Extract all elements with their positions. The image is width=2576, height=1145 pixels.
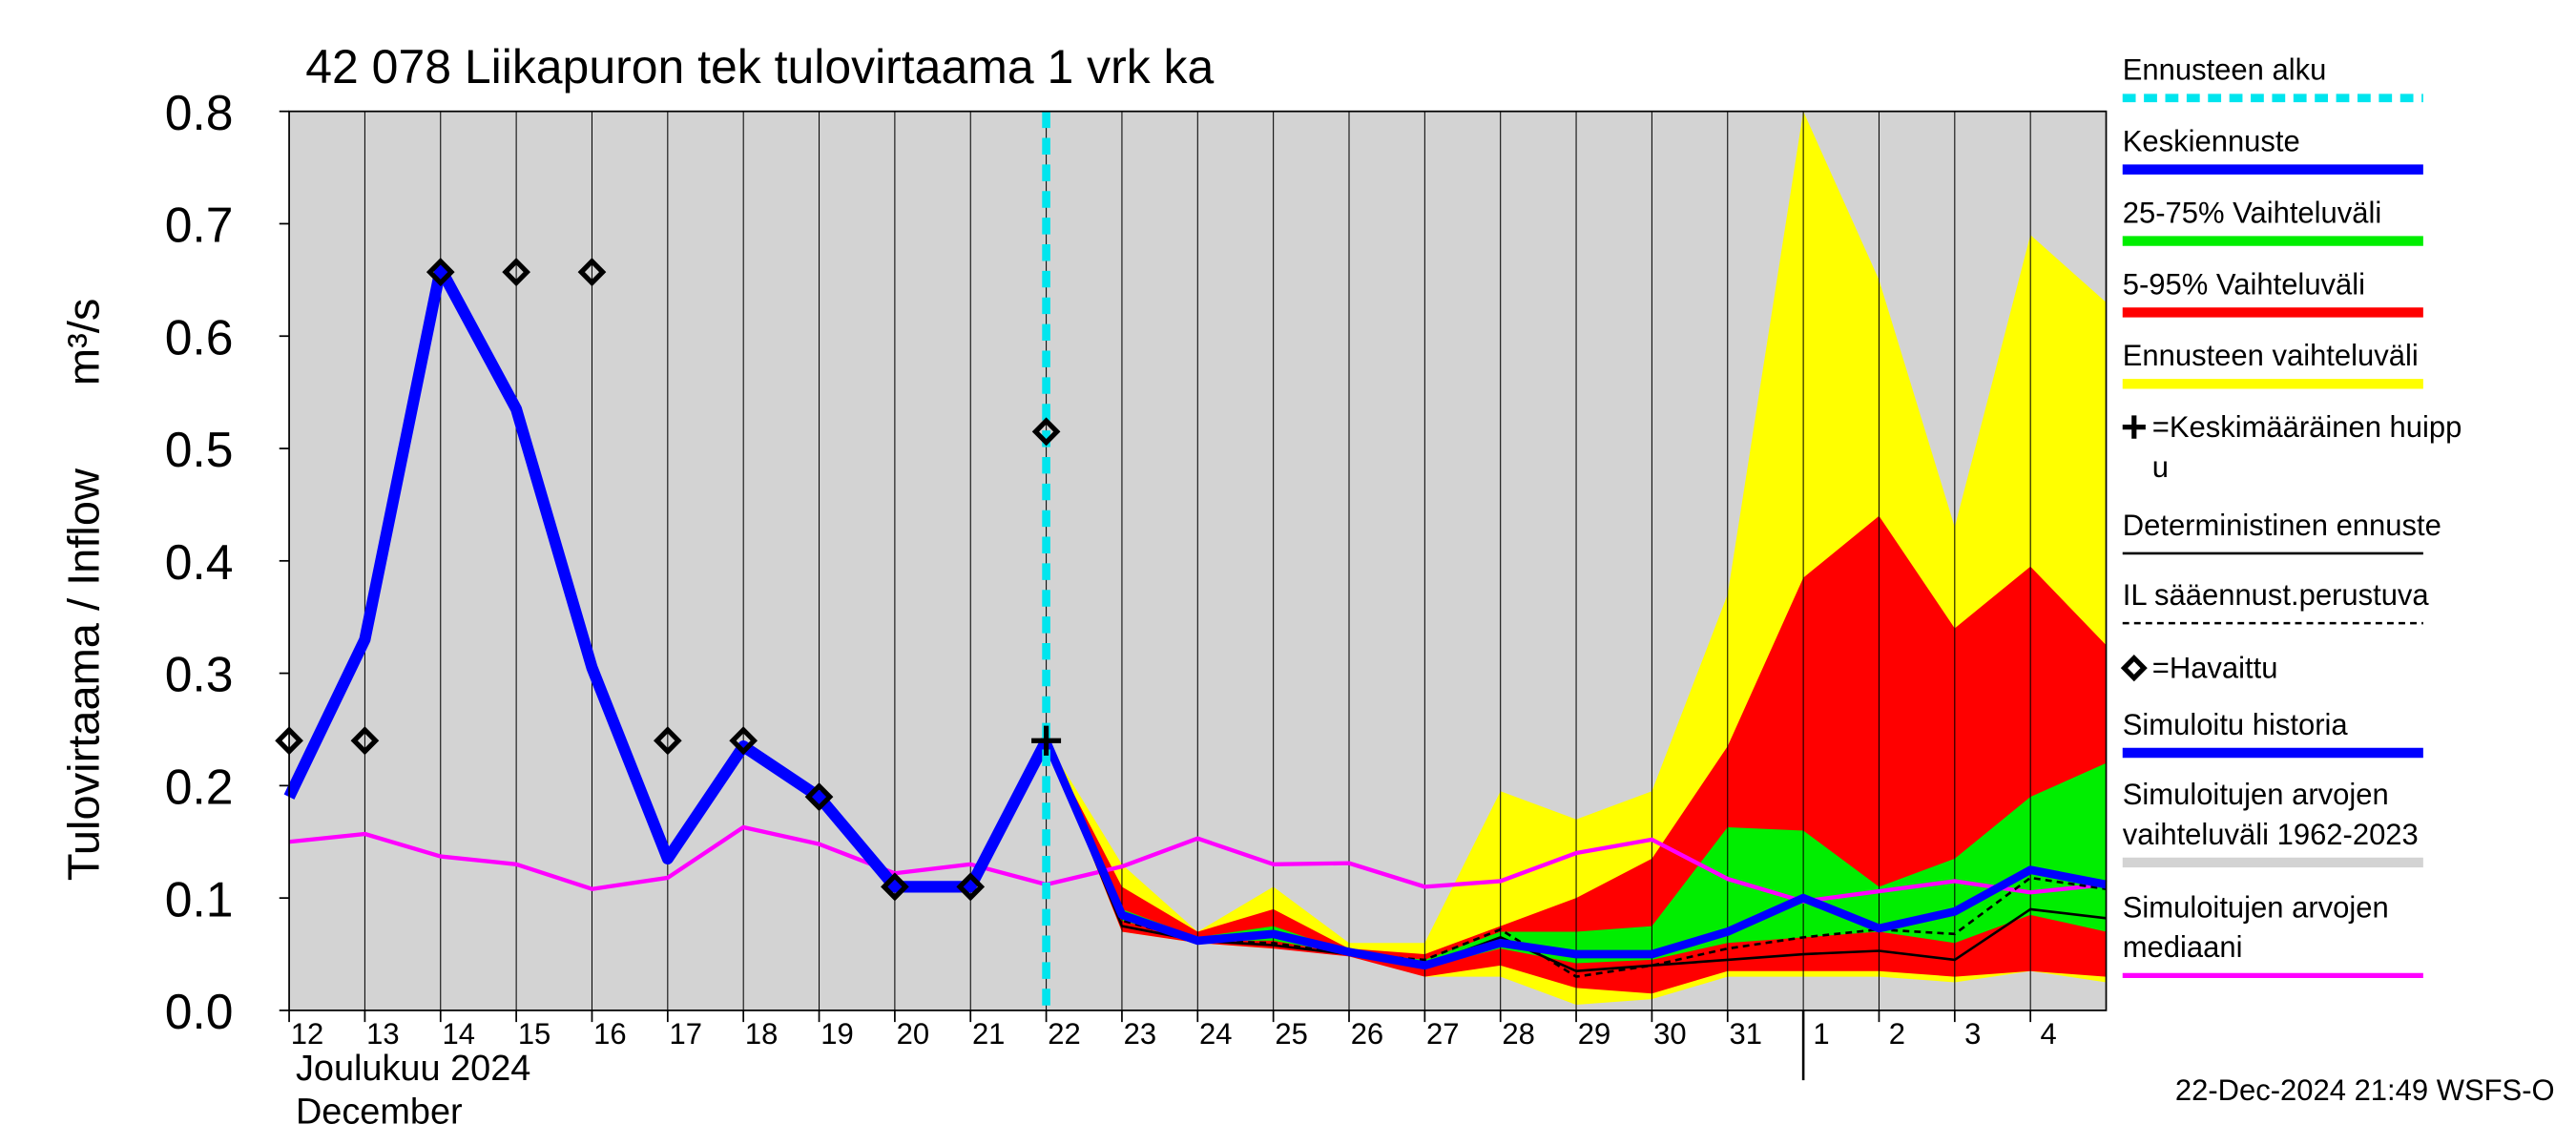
observed-point — [804, 782, 834, 812]
legend-label: vaihteluväli 1962-2023 — [2123, 818, 2419, 851]
legend-label: Keskiennuste — [2123, 124, 2300, 157]
y-tick-label: 0.2 — [165, 760, 234, 815]
x-tick-label: 29 — [1578, 1017, 1610, 1051]
y-tick-label: 0.8 — [165, 86, 234, 141]
x-tick-label: 18 — [745, 1017, 778, 1051]
observed-point — [350, 726, 380, 756]
observed-point — [729, 726, 758, 756]
y-axis-unit: m³/s — [59, 299, 109, 385]
series-line — [283, 262, 1051, 893]
x-tick-label: 14 — [442, 1017, 474, 1051]
x-tick-label: 20 — [897, 1017, 929, 1051]
x-tick-label: 17 — [670, 1017, 702, 1051]
observed-point — [426, 258, 455, 287]
observed-point — [653, 726, 682, 756]
legend-label: mediaani — [2123, 930, 2243, 964]
legend-swatch — [2122, 415, 2146, 439]
observed-point — [1031, 417, 1061, 447]
y-tick-label: 0.4 — [165, 535, 234, 591]
observed-point — [881, 872, 909, 902]
y-tick-label: 0.5 — [165, 423, 234, 478]
x-tick-label: 4 — [2040, 1017, 2056, 1051]
legend-label: Simuloitu historia — [2123, 708, 2349, 741]
legend-label: Ennusteen alku — [2123, 52, 2327, 86]
x-tick-label: 19 — [821, 1017, 853, 1051]
x-tick-label: 27 — [1426, 1017, 1459, 1051]
x-tick-label: 13 — [366, 1017, 399, 1051]
x-tick-label: 1 — [1813, 1017, 1829, 1051]
y-tick-label: 0.3 — [165, 647, 234, 702]
x-tick-label: 23 — [1124, 1017, 1156, 1051]
x-tick-label: 26 — [1351, 1017, 1383, 1051]
x-tick-label: 12 — [291, 1017, 323, 1051]
y-tick-label: 0.0 — [165, 985, 234, 1040]
series-line — [1045, 739, 2107, 978]
month-label: December — [296, 1092, 463, 1132]
mean-peak — [1031, 725, 1062, 756]
x-tick-label: 31 — [1729, 1017, 1761, 1051]
legend-label: =Keskimääräinen huipp — [2152, 410, 2462, 444]
legend-label: =Havaittu — [2152, 651, 2278, 684]
legend-label: IL sääennust.perustuva — [2123, 578, 2430, 612]
x-tick-label: 2 — [1889, 1017, 1905, 1051]
x-tick-label: 3 — [1964, 1017, 1981, 1051]
legend-swatch — [2120, 655, 2148, 682]
legend-label: Deterministinen ennuste — [2123, 509, 2441, 542]
x-tick-label: 15 — [518, 1017, 551, 1051]
legend-label: Simuloitujen arvojen — [2123, 778, 2389, 811]
x-tick-label: 30 — [1653, 1017, 1686, 1051]
y-tick-label: 0.6 — [165, 310, 234, 365]
y-tick-label: 0.1 — [165, 872, 234, 927]
legend-label: Ennusteen vaihteluväli — [2123, 339, 2419, 372]
footer: 22-Dec-2024 21:49 WSFS-O — [2175, 1073, 2555, 1107]
observed-point — [502, 258, 530, 287]
observed-point — [956, 872, 986, 902]
observed-point — [577, 258, 607, 287]
x-tick-label: 16 — [593, 1017, 626, 1051]
y-tick-label: 0.7 — [165, 198, 234, 253]
x-tick-label: 25 — [1275, 1017, 1307, 1051]
legend-label: u — [2152, 450, 2169, 484]
plot-frame — [288, 110, 2108, 1011]
legend-label: 25-75% Vaihteluväli — [2123, 196, 2382, 229]
chart-title: 42 078 Liikapuron tek tulovirtaama 1 vrk… — [305, 40, 1214, 94]
y-axis-label: Tulovirtaama / Inflow — [59, 468, 109, 881]
x-tick-label: 22 — [1048, 1017, 1080, 1051]
x-tick-label: 21 — [972, 1017, 1005, 1051]
month-label: Joulukuu 2024 — [296, 1049, 530, 1089]
legend-label: Simuloitujen arvojen — [2123, 890, 2389, 924]
x-tick-label: 24 — [1199, 1017, 1232, 1051]
x-tick-label: 28 — [1502, 1017, 1534, 1051]
series-line — [1042, 739, 2108, 970]
legend-label: 5-95% Vaihteluväli — [2123, 267, 2365, 301]
